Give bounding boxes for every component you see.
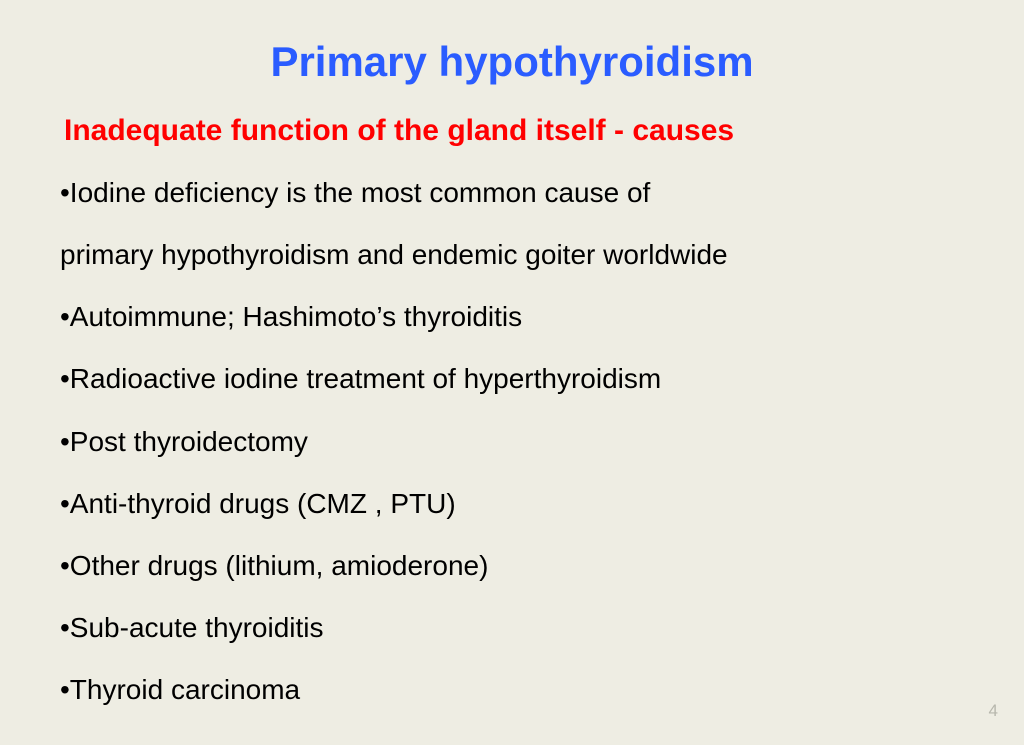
- slide-subtitle: Inadequate function of the gland itself …: [58, 114, 966, 148]
- bullet-line: •Autoimmune; Hashimoto’s thyroiditis: [60, 286, 966, 348]
- bullet-list: •Iodine deficiency is the most common ca…: [58, 162, 966, 721]
- bullet-line: •Thyroid carcinoma: [60, 659, 966, 721]
- bullet-line: •Sub-acute thyroiditis: [60, 597, 966, 659]
- slide-title: Primary hypothyroidism: [58, 38, 966, 86]
- bullet-line: •Radioactive iodine treatment of hyperth…: [60, 348, 966, 410]
- bullet-line: •Iodine deficiency is the most common ca…: [60, 162, 966, 224]
- bullet-line: •Post thyroidectomy: [60, 411, 966, 473]
- page-number: 4: [989, 701, 998, 721]
- slide: Primary hypothyroidism Inadequate functi…: [0, 0, 1024, 745]
- bullet-line: primary hypothyroidism and endemic goite…: [60, 224, 966, 286]
- bullet-line: •Anti-thyroid drugs (CMZ , PTU): [60, 473, 966, 535]
- bullet-line: •Other drugs (lithium, amioderone): [60, 535, 966, 597]
